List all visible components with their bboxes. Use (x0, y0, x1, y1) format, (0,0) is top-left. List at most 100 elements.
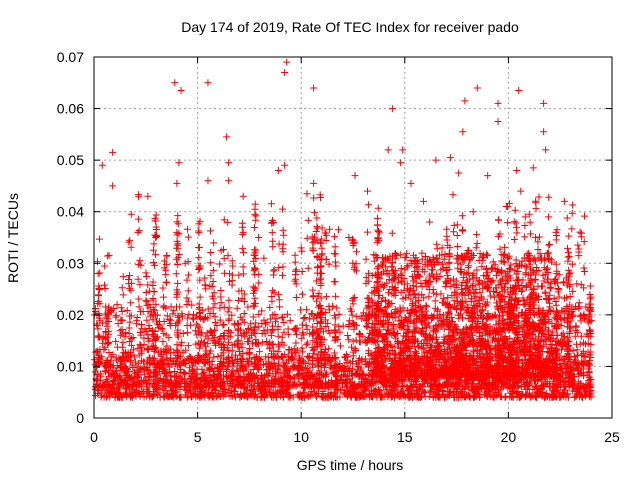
data-point (276, 303, 284, 311)
data-point (171, 368, 179, 376)
data-point (550, 294, 558, 302)
data-point (225, 316, 233, 324)
data-point (505, 199, 513, 207)
data-point (126, 392, 134, 400)
data-point (189, 315, 197, 323)
data-point (219, 379, 227, 387)
data-point (354, 393, 362, 401)
data-point (281, 390, 289, 398)
data-point (165, 316, 173, 324)
data-point (561, 386, 569, 394)
data-point (94, 325, 102, 333)
data-point (249, 385, 257, 393)
data-point (170, 389, 178, 397)
data-point (141, 370, 149, 378)
data-point (576, 340, 584, 348)
data-point (352, 336, 360, 344)
data-point (217, 299, 225, 307)
data-point (552, 392, 560, 400)
data-point (131, 353, 139, 361)
data-point (176, 368, 184, 376)
data-point (248, 391, 256, 399)
data-point (177, 342, 185, 350)
data-point (185, 369, 193, 377)
chart-title: Day 174 of 2019, Rate Of TEC Index for r… (181, 19, 519, 35)
data-point (330, 393, 338, 401)
data-point (575, 378, 583, 386)
data-point (261, 320, 269, 328)
data-point (132, 388, 140, 396)
data-point (117, 363, 125, 371)
data-point (112, 312, 120, 320)
data-point (190, 390, 198, 398)
data-point (103, 315, 111, 323)
data-point (350, 390, 358, 398)
data-point (376, 391, 384, 399)
data-point (361, 355, 369, 363)
data-point (163, 342, 171, 350)
data-point (286, 393, 294, 401)
data-point (118, 358, 126, 366)
data-point (465, 384, 473, 392)
data-point (552, 236, 560, 244)
data-point (266, 303, 274, 311)
data-point (504, 384, 512, 392)
data-point (272, 393, 280, 401)
data-point (214, 391, 222, 399)
data-point (335, 323, 343, 331)
data-point (112, 337, 120, 345)
data-point (262, 360, 270, 368)
data-point (561, 377, 569, 385)
data-point (247, 390, 255, 398)
data-point (163, 312, 171, 320)
data-point (216, 260, 224, 268)
data-point (245, 376, 253, 384)
data-point (445, 391, 453, 399)
data-point (501, 393, 509, 401)
data-point (280, 328, 288, 336)
data-point (576, 312, 584, 320)
data-point (298, 247, 306, 255)
data-point (185, 310, 193, 318)
data-point (335, 310, 343, 318)
data-point (280, 358, 288, 366)
data-point (283, 310, 291, 318)
data-point (307, 310, 315, 318)
data-point (177, 393, 185, 401)
data-point (388, 262, 396, 270)
data-point (399, 381, 407, 389)
data-point (512, 389, 520, 397)
data-point (358, 392, 366, 400)
data-point (500, 258, 508, 266)
data-point (182, 387, 190, 395)
data-point (208, 393, 216, 401)
data-point (567, 324, 575, 332)
data-point (575, 304, 583, 312)
data-point (188, 368, 196, 376)
data-point (297, 306, 305, 314)
data-point (299, 388, 307, 396)
data-point (123, 389, 131, 397)
data-point (347, 393, 355, 401)
data-point (512, 219, 520, 227)
data-point (233, 304, 241, 312)
data-point (266, 391, 274, 399)
data-point (111, 393, 119, 401)
data-point (573, 388, 581, 396)
data-point (213, 321, 221, 329)
data-point (430, 393, 438, 401)
data-point (493, 391, 501, 399)
data-point (425, 293, 433, 301)
data-point (321, 384, 329, 392)
data-point (333, 304, 341, 312)
data-point (278, 314, 286, 322)
data-point (356, 354, 364, 362)
data-point (565, 338, 573, 346)
data-point (336, 342, 344, 350)
data-point (274, 332, 282, 340)
data-point (481, 388, 489, 396)
data-point (544, 264, 552, 272)
data-point (276, 369, 284, 377)
data-point (241, 389, 249, 397)
